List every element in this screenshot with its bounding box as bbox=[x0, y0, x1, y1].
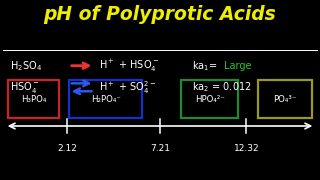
Text: H$_2$SO$_4$: H$_2$SO$_4$ bbox=[10, 59, 42, 73]
Text: H$^+$ + HSO$_4^-$: H$^+$ + HSO$_4^-$ bbox=[99, 58, 159, 74]
Text: PO₄³⁻: PO₄³⁻ bbox=[273, 94, 297, 103]
Text: 7.21: 7.21 bbox=[150, 144, 170, 153]
Text: Large: Large bbox=[224, 61, 252, 71]
Text: H₂PO₄⁻: H₂PO₄⁻ bbox=[91, 94, 121, 103]
Text: HPO₄²⁻: HPO₄²⁻ bbox=[195, 94, 225, 103]
Text: H₃PO₄: H₃PO₄ bbox=[21, 94, 46, 103]
Text: pH of Polyprotic Acids: pH of Polyprotic Acids bbox=[44, 5, 276, 24]
Text: H$^+$ + SO$_4^{2-}$: H$^+$ + SO$_4^{2-}$ bbox=[99, 79, 156, 96]
Text: 12.32: 12.32 bbox=[234, 144, 259, 153]
Text: HSO$_4^-$: HSO$_4^-$ bbox=[10, 80, 39, 95]
Text: 2.12: 2.12 bbox=[57, 144, 77, 153]
Text: ka$_1$=: ka$_1$= bbox=[192, 59, 218, 73]
Text: ka$_2$ = 0.012: ka$_2$ = 0.012 bbox=[192, 80, 252, 94]
